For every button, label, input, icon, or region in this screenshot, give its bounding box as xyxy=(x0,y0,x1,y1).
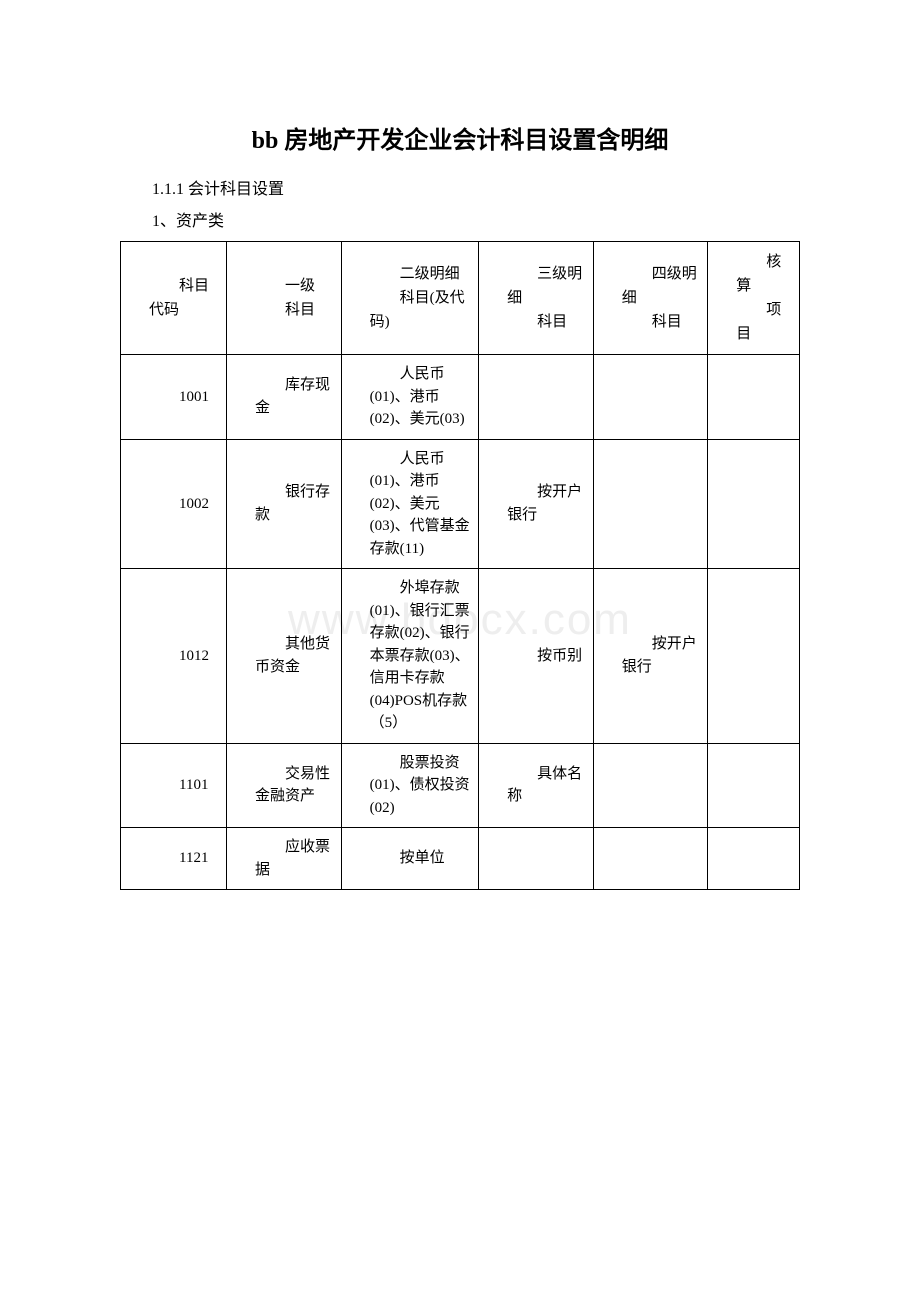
section-number: 1.1.1 会计科目设置 xyxy=(120,175,800,199)
table-row: 1001 库存现金 人民币(01)、港币(02)、美元(03) xyxy=(121,355,800,440)
cell-l1-text: 交易性金融资产 xyxy=(255,763,335,808)
cell-code: 1001 xyxy=(121,355,227,440)
cell-code-text: 1121 xyxy=(149,847,220,870)
cell-code-text: 1101 xyxy=(149,774,220,797)
header-l2-top: 二级明细 xyxy=(370,262,473,286)
cell-l2: 股票投资(01)、债权投资(02) xyxy=(341,743,479,828)
header-item: 核算 项目 xyxy=(708,242,800,355)
table-row: 1101 交易性金融资产 股票投资(01)、债权投资(02) 具体名称 xyxy=(121,743,800,828)
header-l1: 一级 科目 xyxy=(227,242,342,355)
cell-l3: 按开户银行 xyxy=(479,439,594,569)
category-label: 1、资产类 xyxy=(120,207,800,231)
cell-l1-text: 应收票据 xyxy=(255,836,335,881)
header-l3: 三级明细 科目 xyxy=(479,242,594,355)
table-header-row: 科目 代码 一级 科目 二级明细 科目(及代码) 三级明细 科目 四级明细 科目… xyxy=(121,242,800,355)
cell-l4 xyxy=(593,828,708,890)
cell-l1-text: 其他货币资金 xyxy=(255,633,335,678)
header-l3-top: 三级明细 xyxy=(507,262,587,310)
header-l3-bottom: 科目 xyxy=(507,310,587,334)
cell-l4 xyxy=(593,355,708,440)
cell-l1: 银行存款 xyxy=(227,439,342,569)
header-code: 科目 代码 xyxy=(121,242,227,355)
cell-l1-text: 库存现金 xyxy=(255,374,335,419)
cell-l3 xyxy=(479,355,594,440)
cell-l2: 外埠存款(01)、银行汇票存款(02)、银行本票存款(03)、信用卡存款(04)… xyxy=(341,569,479,744)
cell-code-text: 1012 xyxy=(149,645,220,668)
cell-code: 1012 xyxy=(121,569,227,744)
header-code-bottom: 代码 xyxy=(149,302,179,318)
cell-code-text: 1002 xyxy=(149,493,220,516)
cell-l1: 应收票据 xyxy=(227,828,342,890)
cell-l2: 按单位 xyxy=(341,828,479,890)
cell-l4-text: 按开户银行 xyxy=(622,633,702,678)
header-item-bottom: 项目 xyxy=(736,298,793,346)
table-row: 1121 应收票据 按单位 xyxy=(121,828,800,890)
cell-l1: 库存现金 xyxy=(227,355,342,440)
table-row: 1012 其他货币资金 外埠存款(01)、银行汇票存款(02)、银行本票存款(0… xyxy=(121,569,800,744)
page-title: bb 房地产开发企业会计科目设置含明细 xyxy=(120,120,800,155)
accounts-table: 科目 代码 一级 科目 二级明细 科目(及代码) 三级明细 科目 四级明细 科目… xyxy=(120,241,800,890)
cell-l3-text: 按开户银行 xyxy=(507,481,587,526)
header-l4-bottom: 科目 xyxy=(622,310,702,334)
cell-l3 xyxy=(479,828,594,890)
cell-code: 1101 xyxy=(121,743,227,828)
cell-l1-text: 银行存款 xyxy=(255,481,335,526)
header-l4-top: 四级明细 xyxy=(622,262,702,310)
header-item-top: 核算 xyxy=(736,250,793,298)
cell-item xyxy=(708,743,800,828)
cell-code-text: 1001 xyxy=(149,386,220,409)
header-l1-bottom: 科目 xyxy=(255,298,335,322)
document-content: bb 房地产开发企业会计科目设置含明细 1.1.1 会计科目设置 1、资产类 科… xyxy=(120,120,800,890)
cell-l3-text: 按币别 xyxy=(507,645,587,668)
cell-l1: 其他货币资金 xyxy=(227,569,342,744)
table-row: 1002 银行存款 人民币(01)、港币(02)、美元(03)、代管基金存款(1… xyxy=(121,439,800,569)
cell-l2-text: 外埠存款(01)、银行汇票存款(02)、银行本票存款(03)、信用卡存款(04)… xyxy=(370,577,473,735)
cell-l2-text: 按单位 xyxy=(370,847,473,870)
cell-l3: 按币别 xyxy=(479,569,594,744)
cell-l1: 交易性金融资产 xyxy=(227,743,342,828)
cell-l4 xyxy=(593,743,708,828)
header-l4: 四级明细 科目 xyxy=(593,242,708,355)
header-l1-top: 一级 xyxy=(255,274,335,298)
cell-code: 1121 xyxy=(121,828,227,890)
header-l2: 二级明细 科目(及代码) xyxy=(341,242,479,355)
cell-l2: 人民币(01)、港币(02)、美元(03) xyxy=(341,355,479,440)
cell-l2: 人民币(01)、港币(02)、美元(03)、代管基金存款(11) xyxy=(341,439,479,569)
header-l2-bottom: 科目(及代码) xyxy=(370,286,473,334)
cell-l4: 按开户银行 xyxy=(593,569,708,744)
cell-l2-text: 人民币(01)、港币(02)、美元(03) xyxy=(370,363,473,431)
cell-l2-text: 股票投资(01)、债权投资(02) xyxy=(370,752,473,820)
cell-l4 xyxy=(593,439,708,569)
header-code-top: 科目 xyxy=(149,274,220,298)
cell-item xyxy=(708,828,800,890)
cell-item xyxy=(708,439,800,569)
cell-item xyxy=(708,569,800,744)
cell-l2-text: 人民币(01)、港币(02)、美元(03)、代管基金存款(11) xyxy=(370,448,473,561)
cell-l3-text: 具体名称 xyxy=(507,763,587,808)
cell-code: 1002 xyxy=(121,439,227,569)
cell-l3: 具体名称 xyxy=(479,743,594,828)
cell-item xyxy=(708,355,800,440)
